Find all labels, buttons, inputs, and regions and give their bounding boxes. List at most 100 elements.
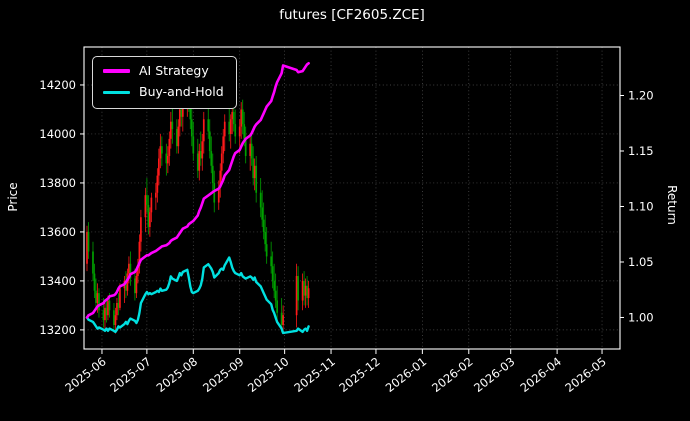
x-tick-label: 2025-07 <box>107 354 153 395</box>
price-tick-label: 14000 <box>39 127 76 141</box>
candle-body <box>87 231 90 252</box>
candle-body <box>223 121 226 137</box>
x-tick-label: 2026-04 <box>517 354 563 395</box>
candle-body <box>107 300 109 316</box>
candle-body <box>150 197 153 213</box>
candle-body <box>93 273 96 291</box>
price-tick-label: 13400 <box>39 274 76 288</box>
candle-body <box>250 143 253 159</box>
candle-body <box>126 273 129 291</box>
candle-body <box>117 302 120 308</box>
candle-body <box>301 280 304 301</box>
candle-body <box>198 151 201 171</box>
axes-border <box>83 46 621 350</box>
candle-body <box>159 146 162 159</box>
legend: AI Strategy Buy-and-Hold <box>92 56 237 109</box>
candle-body <box>189 102 192 120</box>
candle-body <box>297 276 299 301</box>
candle-body <box>134 278 136 294</box>
candle-body <box>270 256 273 267</box>
candle-body <box>181 104 184 117</box>
candle-body <box>129 263 132 279</box>
candle-body <box>265 244 268 257</box>
candle-body <box>208 131 211 152</box>
candle-body <box>196 153 199 171</box>
candle-body <box>92 251 94 274</box>
candle-body <box>207 119 210 132</box>
chart-title: futures [CF2605.ZCE] <box>279 7 425 23</box>
candle-body <box>219 170 222 188</box>
candle-body <box>140 217 142 242</box>
candle-body <box>138 241 141 267</box>
candle-body <box>168 138 171 156</box>
candle-body <box>108 300 111 311</box>
candle-body <box>295 276 298 316</box>
candle-body <box>241 109 244 125</box>
candle-body <box>125 280 127 291</box>
candle-body <box>222 136 225 154</box>
price-tick-label: 14200 <box>39 78 76 92</box>
candle-body <box>171 121 174 130</box>
x-tick-label: 2026-02 <box>429 354 475 395</box>
return-tick-label: 1.05 <box>628 255 654 269</box>
candle-body <box>165 153 168 164</box>
candle-body <box>220 153 223 171</box>
x-tick-label: 2026-03 <box>471 354 517 395</box>
candle-body <box>178 109 181 127</box>
candle-body <box>304 285 307 296</box>
x-tick-label: 2025-11 <box>291 354 337 395</box>
candle-body <box>252 158 255 179</box>
x-tick-label: 2025-10 <box>245 354 291 395</box>
candle-body <box>261 207 264 220</box>
candle-body <box>240 109 243 127</box>
candle-body <box>210 151 213 166</box>
x-tick-label: 2025-08 <box>154 354 200 395</box>
x-tick-label: 2025-09 <box>200 354 246 395</box>
candle-body <box>155 192 157 198</box>
return-tick-label: 1.00 <box>628 310 654 324</box>
y-axis-label-price: Price <box>6 182 20 212</box>
candle-body <box>201 141 204 159</box>
candle-body <box>271 266 274 281</box>
candle-body <box>102 310 105 321</box>
candle-body <box>119 288 121 308</box>
candle-body <box>307 288 310 299</box>
candle-body <box>255 165 258 193</box>
candle-body <box>175 129 178 147</box>
candle-body <box>213 182 216 203</box>
candle-body <box>144 195 147 218</box>
candle-body <box>231 111 234 120</box>
return-tick-label: 1.10 <box>628 199 654 213</box>
candle-body <box>229 119 232 134</box>
legend-label-buy-and-hold: Buy-and-Hold <box>139 84 224 100</box>
candle-body <box>280 312 283 325</box>
candle-body <box>262 219 265 232</box>
candle-body <box>274 290 277 301</box>
y-axis-label-return: Return <box>665 185 679 225</box>
candle-body <box>192 136 195 154</box>
candle-body <box>177 126 180 147</box>
price-tick-label: 13800 <box>39 176 76 190</box>
x-tick-label: 2026-05 <box>562 354 608 395</box>
legend-item-ai-strategy: AI Strategy <box>103 63 224 78</box>
candle-body <box>228 121 231 134</box>
candle-body <box>149 212 151 228</box>
candle-body <box>113 310 115 325</box>
candle-body <box>264 231 267 245</box>
x-tick-label: 2025-12 <box>336 354 382 395</box>
price-tick-label: 13200 <box>39 323 76 337</box>
candle-body <box>161 146 163 154</box>
candle-body <box>238 126 241 137</box>
legend-label-ai-strategy: AI Strategy <box>139 63 209 78</box>
candle-body <box>166 155 169 164</box>
candle-body <box>249 143 252 156</box>
x-tick-label: 2025-06 <box>62 354 108 395</box>
candle-body <box>282 315 284 325</box>
candle-body <box>105 307 108 316</box>
candle-body <box>104 307 106 321</box>
candle-body <box>156 175 159 193</box>
candle-body <box>259 192 262 208</box>
candle-body <box>244 138 247 156</box>
